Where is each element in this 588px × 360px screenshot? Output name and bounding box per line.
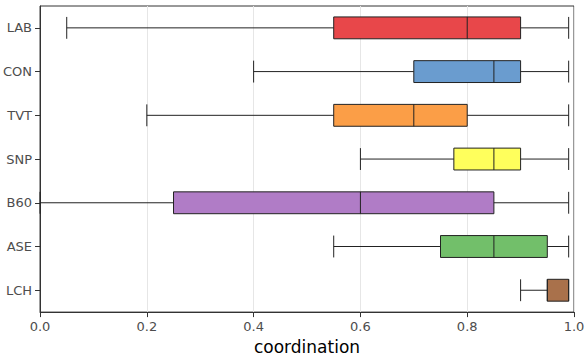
svg-text:0.4: 0.4 (243, 319, 264, 334)
svg-text:coordination: coordination (254, 337, 360, 357)
svg-text:0.8: 0.8 (457, 319, 478, 334)
svg-text:CON: CON (3, 64, 32, 79)
svg-text:LCH: LCH (6, 283, 32, 298)
svg-text:B60: B60 (7, 195, 32, 210)
svg-text:0.6: 0.6 (350, 319, 371, 334)
svg-text:0.2: 0.2 (136, 319, 157, 334)
svg-text:1.0: 1.0 (564, 319, 585, 334)
svg-text:0.0: 0.0 (30, 319, 51, 334)
svg-text:TVT: TVT (6, 108, 32, 123)
svg-text:ASE: ASE (7, 239, 32, 254)
svg-text:SNP: SNP (6, 152, 32, 167)
svg-text:LAB: LAB (7, 20, 32, 35)
